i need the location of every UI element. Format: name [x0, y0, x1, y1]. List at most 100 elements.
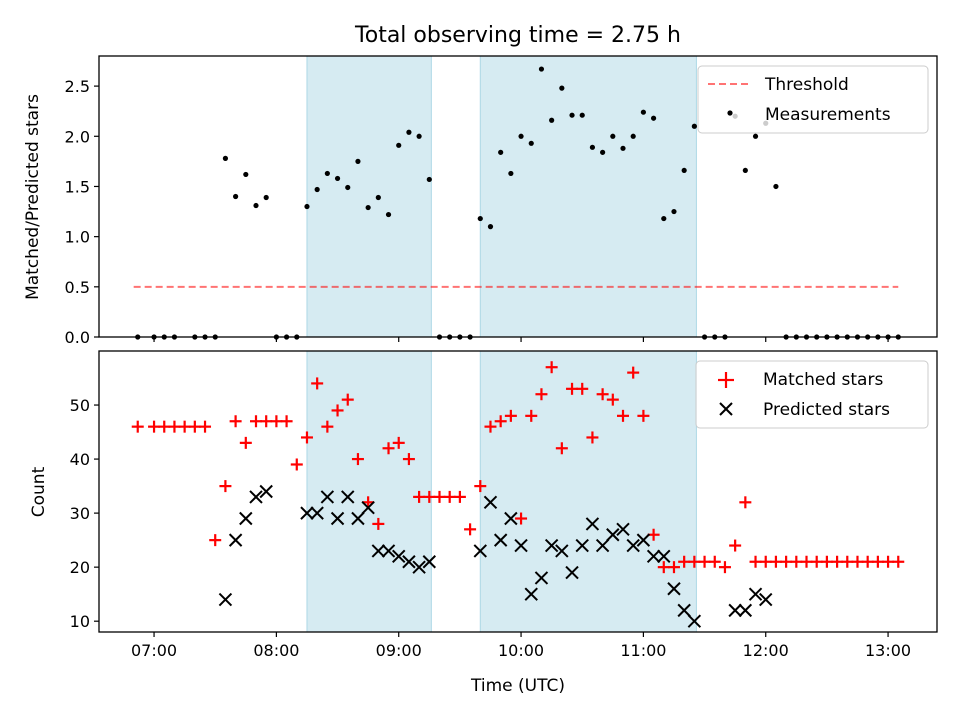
matched-star-point [382, 442, 395, 455]
matched-star-point [311, 377, 324, 390]
matched-star-point [667, 561, 680, 574]
predicted-star-point [534, 571, 549, 585]
matched-star-point [810, 555, 823, 568]
measurement-point [498, 149, 504, 155]
bottom-panel-y-tick-label: 20 [70, 558, 90, 577]
predicted-star-point [412, 560, 426, 574]
bottom-panel-legend: Matched stars Predicted stars [695, 360, 929, 429]
matched-star-point [892, 555, 905, 568]
predicted-star-point [351, 511, 365, 526]
predicted-star-point [228, 533, 243, 547]
matched-star-point [392, 436, 405, 449]
predicted-star-point [422, 555, 437, 569]
predicted-star-point [759, 592, 773, 607]
predicted-star-point [524, 587, 538, 601]
measurement-point [538, 66, 545, 72]
top-panel-legend-box [697, 65, 929, 134]
measurement-point [528, 140, 534, 146]
matched-star-point [871, 555, 884, 568]
bottom-panel-shaded-intervals [306, 350, 697, 633]
predicted-star-point [606, 528, 620, 542]
matched-star-point [433, 490, 446, 503]
matched-star-point [178, 420, 191, 433]
predicted-star-point [677, 603, 691, 618]
matched-star-point [158, 420, 171, 433]
x-tick-label: 07:00 [131, 641, 177, 660]
matched-star-point [239, 436, 252, 449]
measurement-point [324, 170, 330, 177]
matched-star-point [678, 555, 691, 568]
bottom-panel-y-tick-label: 10 [70, 612, 90, 631]
x-tick-label: 12:00 [743, 641, 789, 660]
top-panel-shaded-intervals [306, 55, 697, 338]
matched-star-point [769, 555, 782, 568]
predicted-star-point [300, 506, 314, 520]
measurement-point [518, 133, 524, 139]
predicted-star-point [626, 538, 640, 553]
matched-star-point [260, 415, 273, 428]
matched-star-point [566, 382, 579, 395]
measurement-point [569, 112, 575, 118]
matched-star-point [331, 404, 344, 417]
matched-star-point [586, 431, 599, 444]
measurement-point [487, 224, 494, 230]
predicted-star-point [483, 495, 498, 510]
measurement-point [691, 123, 697, 129]
matched-star-point [790, 555, 803, 568]
bottom-panel-legend-box [695, 360, 929, 429]
matched-star-point [688, 555, 701, 568]
matched-star-point [464, 523, 477, 536]
bottom-panel-frame [98, 350, 938, 633]
predicted-star-point [504, 511, 518, 526]
matched-star-point [131, 420, 144, 433]
matched-star-point [229, 415, 242, 428]
matched-star-point [413, 490, 426, 503]
matched-star-point [168, 420, 181, 433]
matched-star-point [494, 415, 507, 428]
top-panel-y-tick-label: 0.5 [65, 278, 90, 297]
matched-star-point [280, 415, 293, 428]
measurement-point [589, 144, 596, 150]
matched-star-point [300, 431, 313, 444]
measurement-point [640, 109, 646, 115]
matched-star-point [627, 366, 640, 379]
matched-star-point [341, 393, 354, 406]
matched-star-point [535, 388, 548, 401]
top-panel-shaded-interval [479, 55, 697, 338]
measurement-point [508, 170, 514, 177]
matched-star-point [423, 490, 436, 503]
top-panel-legend: Threshold Measurements [697, 65, 929, 134]
matched-star-point [290, 458, 303, 471]
matched-star-point [851, 555, 864, 568]
matched-star-point [555, 442, 568, 455]
matched-star-point [321, 420, 334, 433]
measurement-point [345, 184, 351, 191]
bottom-panel-plot [131, 361, 905, 628]
matched-star-point [882, 555, 895, 568]
predicted-star-point [687, 614, 702, 628]
matched-star-point [249, 415, 262, 428]
measurement-point [600, 149, 606, 155]
predicted-star-point [738, 603, 753, 618]
bottom-panel-shaded-interval [306, 350, 432, 633]
measurement-point [396, 142, 402, 148]
matched-star-point [596, 388, 609, 401]
predicted-star-point [473, 544, 487, 558]
predicted-star-point [320, 490, 335, 504]
legend-predicted-swatch [719, 402, 733, 416]
top-panel-axes: 0.0 0.5 1.0 1.5 2.0 2.5 [65, 77, 889, 347]
bottom-panel-axes: 07:00 08:00 09:00 10:00 11:00 12:00 13:00 10 20 3… [70, 396, 911, 660]
top-panel-y-tick-label: 2.0 [65, 127, 90, 146]
predicted-star-point [239, 511, 253, 526]
measurement-point [375, 194, 381, 201]
matched-star-point [443, 490, 456, 503]
matched-star-point [576, 382, 589, 395]
measurement-point [650, 115, 657, 121]
measurement-point [549, 117, 555, 123]
legend-threshold-label: Threshold [764, 75, 849, 95]
predicted-star-point [330, 511, 345, 526]
matched-star-point [739, 496, 752, 509]
matched-star-point [729, 539, 742, 552]
matched-star-point [759, 555, 772, 568]
